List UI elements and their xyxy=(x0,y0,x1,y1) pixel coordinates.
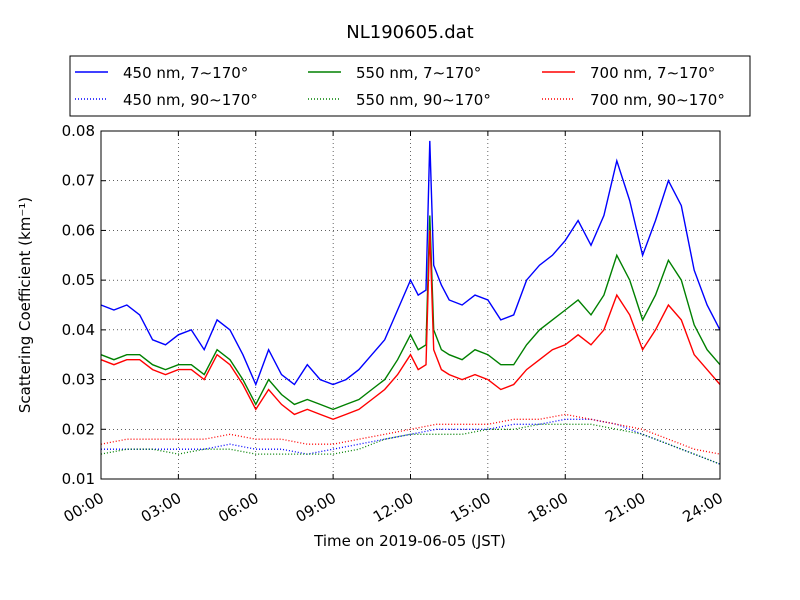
grid xyxy=(101,131,720,479)
legend-box xyxy=(69,55,751,117)
legend-label-2: 700 nm, 7∼170° xyxy=(590,64,715,82)
x-tick-label: 12:00 xyxy=(370,489,416,526)
series-line-2 xyxy=(100,230,721,421)
series-line-1 xyxy=(100,215,721,411)
y-tick-label: 0.05 xyxy=(62,271,95,289)
x-tick-label: 09:00 xyxy=(293,489,339,526)
x-tick-label: 18:00 xyxy=(525,489,571,526)
axis-ticks: 0.01 0.02 0.03 0.04 0.05 0.06 0.07 0.08 00:00 03:… xyxy=(61,122,726,526)
x-tick-label: 03:00 xyxy=(138,489,184,526)
y-tick-label: 0.08 xyxy=(62,122,95,140)
series-line-5 xyxy=(100,413,721,455)
chart-title: NL190605.dat xyxy=(346,22,473,43)
x-tick-label: 21:00 xyxy=(602,489,648,526)
legend-label-0: 450 nm, 7∼170° xyxy=(123,64,248,82)
y-tick-label: 0.07 xyxy=(62,172,95,190)
y-tick-label: 0.02 xyxy=(62,420,95,438)
x-tick-label: 00:00 xyxy=(61,489,107,526)
x-tick-label: 24:00 xyxy=(680,489,726,526)
legend-label-4: 550 nm, 90∼170° xyxy=(356,91,491,109)
y-axis-label: Scattering Coefficient (km⁻¹) xyxy=(16,197,34,413)
series-line-3 xyxy=(101,418,721,465)
series-line-0 xyxy=(100,140,721,387)
plot-area xyxy=(100,140,721,465)
y-tick-label: 0.03 xyxy=(62,371,95,389)
x-tick-label: 15:00 xyxy=(447,489,493,526)
x-tick-label: 06:00 xyxy=(215,489,261,526)
series-line-4 xyxy=(100,423,721,465)
legend-label-3: 450 nm, 90∼170° xyxy=(123,91,258,109)
y-tick-label: 0.04 xyxy=(62,321,95,339)
legend: 450 nm, 7∼170° 450 nm, 90∼170° 550 nm, 7∼1… xyxy=(75,64,725,109)
y-tick-label: 0.06 xyxy=(62,221,95,239)
x-axis-label: Time on 2019-06-05 (JST) xyxy=(313,532,506,550)
legend-label-1: 550 nm, 7∼170° xyxy=(356,64,481,82)
legend-label-5: 700 nm, 90∼170° xyxy=(590,91,725,109)
y-tick-label: 0.01 xyxy=(62,470,95,488)
